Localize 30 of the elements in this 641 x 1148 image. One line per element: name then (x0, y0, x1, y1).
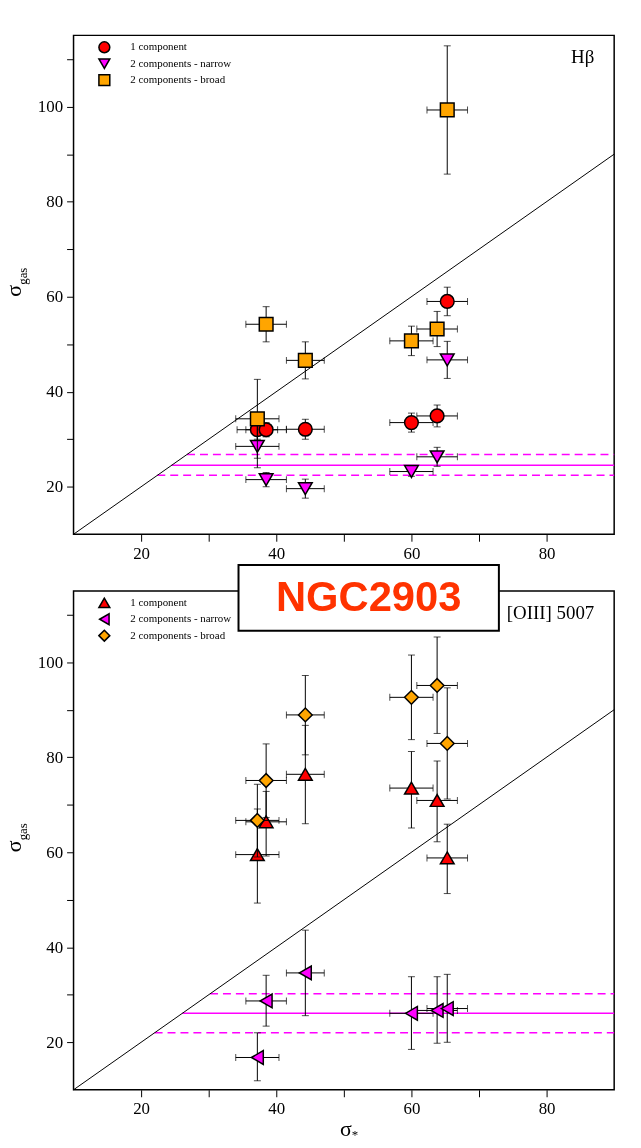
y-tick-label: 20 (46, 1032, 64, 1052)
y-tick-label: 100 (37, 97, 64, 117)
x-tick-label: 60 (403, 1099, 421, 1119)
legend-label: 2 components - broad (130, 628, 226, 641)
y-tick-label: 20 (46, 477, 64, 497)
legend-label: 2 components - narrow (130, 56, 232, 69)
y-tick-label: 100 (37, 652, 64, 672)
x-axis-title: σ* (340, 1116, 359, 1143)
x-tick-label: 40 (268, 543, 286, 563)
x-tick-label: 60 (403, 543, 421, 563)
y-tick-label: 60 (46, 842, 64, 862)
y-axis-title: σgas (1, 823, 30, 853)
annotation: Hβ (571, 46, 595, 68)
y-tick-label: 40 (46, 937, 64, 957)
x-tick-label: 40 (268, 1099, 286, 1119)
y-tick-label: 80 (46, 192, 64, 212)
x-tick-label: 80 (538, 543, 556, 563)
annotation: [OIII] 5007 (506, 601, 595, 623)
chart-title: NGC2903 (275, 572, 462, 620)
legend-label: 1 component (130, 40, 187, 53)
legend-label: 1 component (130, 595, 187, 608)
y-tick-label: 40 (46, 382, 64, 402)
legend-label: 2 components - narrow (130, 612, 232, 625)
x-tick-label: 20 (133, 1099, 151, 1119)
x-tick-label: 20 (133, 543, 151, 563)
y-tick-label: 80 (46, 747, 64, 767)
x-tick-label: 80 (538, 1099, 556, 1119)
legend-label: 2 components - broad (130, 73, 226, 86)
y-axis-title: σgas (1, 267, 30, 297)
y-tick-label: 60 (46, 287, 64, 307)
